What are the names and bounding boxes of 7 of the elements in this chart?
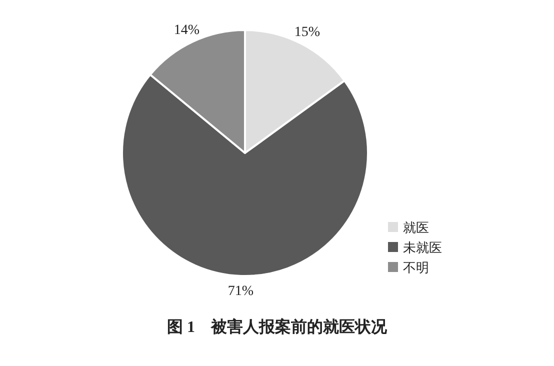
- data-label: 15%: [294, 24, 320, 40]
- legend-label: 未就医: [403, 241, 442, 256]
- text: 图 1 被害人报案前的就医状况: [167, 317, 388, 336]
- legend-label: 不明: [403, 261, 429, 276]
- data-label: 71%: [228, 284, 254, 299]
- legend-label: 就医: [403, 221, 429, 236]
- data-label: 14%: [174, 23, 200, 38]
